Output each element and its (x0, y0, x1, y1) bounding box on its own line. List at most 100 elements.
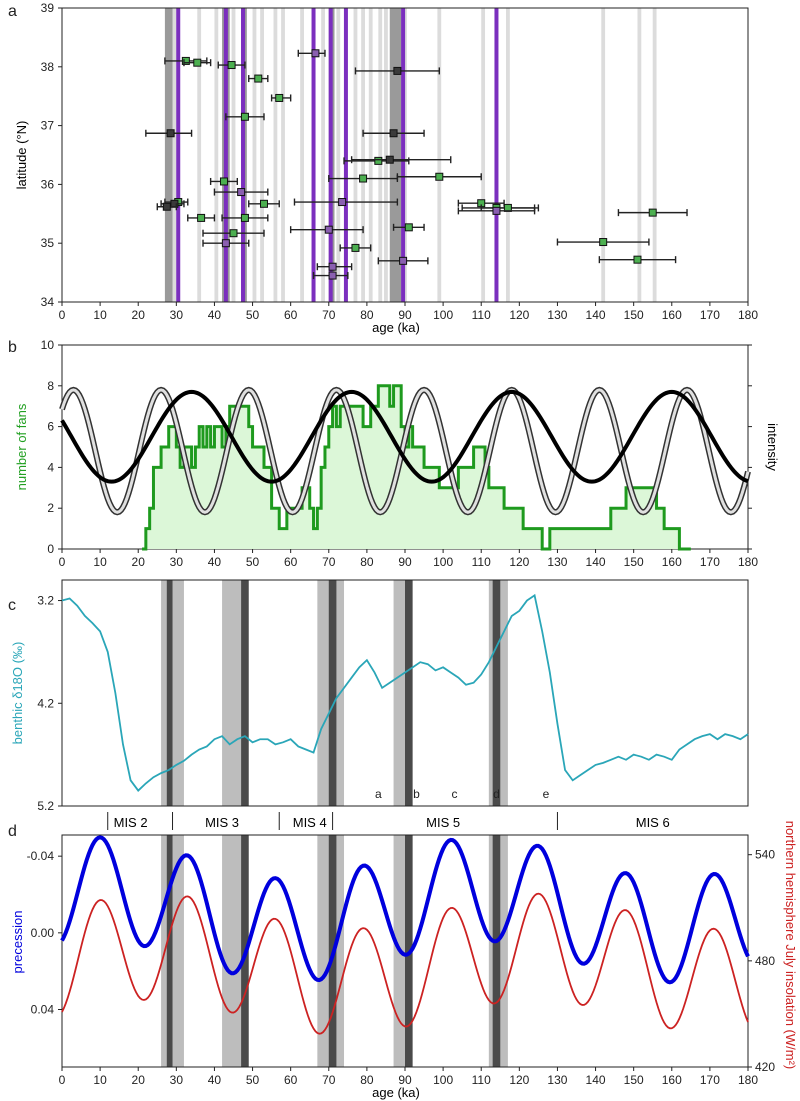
x-tick-label: 130 (547, 308, 567, 322)
purple-line (223, 8, 228, 302)
x-tick-label: 20 (132, 1073, 146, 1087)
data-point (338, 198, 347, 207)
x-tick-label: 170 (700, 308, 720, 322)
y-axis-label-right: northern hemisphere July insolation (W/m… (783, 821, 798, 1070)
y-axis-label: benthic δ18O (‰) (10, 642, 25, 745)
panel-c-dark-band (328, 580, 337, 806)
x-tick-label: 160 (662, 555, 682, 569)
purple-line (241, 8, 246, 302)
data-point (275, 93, 284, 102)
x-tick-label: 80 (360, 308, 374, 322)
data-point (193, 58, 202, 67)
data-point (648, 208, 657, 217)
data-point (240, 213, 249, 222)
annotation-label: a (375, 787, 382, 801)
x-tick-label: 120 (509, 555, 529, 569)
purple-line (328, 8, 333, 302)
y-tick-label: -0.04 (27, 849, 55, 863)
data-point (389, 129, 398, 138)
x-tick-label: 90 (398, 555, 412, 569)
x-tick-label: 20 (132, 308, 146, 322)
light-gray-band (273, 8, 278, 302)
data-point (599, 238, 608, 247)
x-tick-label: 140 (586, 555, 606, 569)
x-tick-label: 70 (322, 1073, 336, 1087)
x-tick-label: 0 (59, 308, 66, 322)
data-point (162, 202, 171, 211)
x-tick-label: 30 (170, 308, 184, 322)
light-gray-band (437, 8, 442, 302)
panel-c-dark-band (405, 580, 413, 806)
x-tick-label: 130 (547, 1073, 567, 1087)
data-point (633, 255, 642, 264)
annotation-label: e (543, 787, 550, 801)
y-tick-label: 5.2 (37, 799, 54, 813)
intensity-black-curve (60, 389, 749, 484)
fans-line (142, 384, 691, 551)
precession-curve (60, 835, 750, 985)
x-tick-label: 60 (284, 1073, 298, 1087)
panel-label-d: d (8, 823, 17, 840)
x-tick-label: 80 (360, 1073, 374, 1087)
annotation-label: b (413, 787, 420, 801)
y-tick-label: 39 (41, 1, 55, 15)
y-tick-label: 8 (47, 379, 54, 393)
x-axis-label: age (ka) (372, 320, 420, 335)
y-axis-label: number of fans (14, 403, 29, 490)
purple-line (494, 8, 499, 302)
data-point (404, 223, 413, 232)
x-tick-label: 120 (509, 1073, 529, 1087)
x-tick-label: 150 (624, 1073, 644, 1087)
x-tick-label: 70 (322, 308, 336, 322)
data-point (393, 66, 402, 75)
x-tick-label: 100 (433, 308, 453, 322)
x-tick-label: 150 (624, 555, 644, 569)
x-tick-label: 120 (509, 308, 529, 322)
data-point (219, 177, 228, 186)
panel-label-b: b (8, 339, 17, 356)
y-tick-label: 2 (47, 501, 54, 515)
x-tick-label: 70 (322, 555, 336, 569)
panel-c-dark-band (166, 580, 173, 806)
dark-gray-band (389, 8, 402, 302)
data-point (359, 174, 368, 183)
panel-label-c: c (8, 597, 16, 614)
purple-line (176, 8, 181, 302)
x-tick-label: 0 (59, 1073, 66, 1087)
data-point (311, 49, 320, 58)
data-point (328, 271, 337, 280)
annotation-label: d (493, 787, 500, 801)
data-point (166, 129, 175, 138)
x-tick-label: 180 (738, 1073, 758, 1087)
light-gray-band (260, 8, 264, 302)
data-point (399, 256, 408, 265)
x-tick-label: 160 (662, 1073, 682, 1087)
light-gray-band (172, 8, 177, 302)
panel-d-dark-band (492, 835, 501, 1067)
x-tick-label: 10 (93, 1073, 107, 1087)
x-tick-label: 60 (284, 555, 298, 569)
data-point (229, 229, 238, 238)
light-gray-band (505, 8, 510, 302)
x-tick-label: 100 (433, 1073, 453, 1087)
mis-label: MIS 3 (205, 815, 239, 830)
light-gray-band (481, 8, 486, 302)
x-tick-label: 30 (170, 555, 184, 569)
x-tick-label: 160 (662, 308, 682, 322)
data-point (351, 243, 360, 252)
data-point (374, 156, 383, 165)
light-gray-band (378, 8, 383, 302)
y-tick-label: 34 (41, 295, 55, 309)
y-axis-label-right: intensity (765, 423, 780, 471)
y-tick-label: 37 (41, 119, 55, 133)
light-gray-band (281, 8, 285, 302)
data-point (385, 155, 394, 164)
purple-line (311, 8, 316, 302)
x-tick-label: 10 (93, 555, 107, 569)
y-axis-label: precession (10, 911, 25, 974)
y-tick-label: 35 (41, 236, 55, 250)
panel-c-dark-band (241, 580, 249, 806)
y-tick-label: 0 (47, 542, 54, 556)
y-tick-label: 0.04 (31, 1003, 55, 1017)
